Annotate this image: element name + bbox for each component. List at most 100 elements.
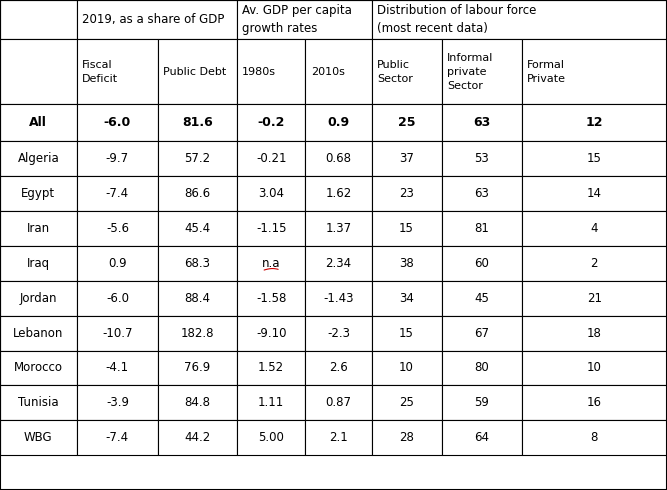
Text: 81.6: 81.6: [182, 116, 213, 129]
Bar: [442, 316, 522, 350]
Text: -0.21: -0.21: [256, 152, 286, 165]
Text: Informal
private
Sector: Informal private Sector: [447, 53, 494, 91]
Bar: [305, 39, 372, 104]
Text: 45.4: 45.4: [184, 222, 211, 235]
Bar: [372, 350, 442, 385]
Bar: [77, 176, 158, 211]
Text: 59: 59: [474, 396, 489, 409]
Text: 64: 64: [474, 431, 489, 444]
Bar: [522, 385, 667, 420]
Text: All: All: [29, 116, 47, 129]
Text: 60: 60: [474, 257, 489, 270]
Text: 2.34: 2.34: [325, 257, 352, 270]
Text: 67: 67: [474, 326, 489, 340]
Bar: [158, 211, 237, 246]
Text: Formal
Private: Formal Private: [527, 60, 566, 84]
Bar: [305, 316, 372, 350]
Text: 53: 53: [474, 152, 489, 165]
Text: 63: 63: [473, 116, 490, 129]
Bar: [442, 104, 522, 141]
Bar: [237, 281, 305, 316]
Text: Lebanon: Lebanon: [13, 326, 63, 340]
Bar: [522, 350, 667, 385]
Bar: [372, 104, 442, 141]
Bar: [158, 176, 237, 211]
Bar: [237, 39, 305, 104]
Bar: [237, 141, 305, 176]
Bar: [237, 0, 372, 39]
Bar: [372, 0, 667, 39]
Bar: [442, 385, 522, 420]
Bar: [522, 246, 667, 281]
Text: 8: 8: [590, 431, 598, 444]
Text: -2.3: -2.3: [327, 326, 350, 340]
Text: 1.52: 1.52: [258, 362, 284, 374]
Bar: [372, 420, 442, 455]
Bar: [305, 246, 372, 281]
Bar: [158, 281, 237, 316]
Text: 18: 18: [587, 326, 602, 340]
Text: -6.0: -6.0: [104, 116, 131, 129]
Bar: [158, 39, 237, 104]
Text: -10.7: -10.7: [102, 326, 133, 340]
Text: n.a: n.a: [262, 257, 280, 270]
Text: Fiscal
Deficit: Fiscal Deficit: [82, 60, 118, 84]
Bar: [0, 281, 77, 316]
Bar: [522, 141, 667, 176]
Text: 4: 4: [590, 222, 598, 235]
Text: 37: 37: [399, 152, 414, 165]
Bar: [158, 350, 237, 385]
Bar: [237, 385, 305, 420]
Text: Distribution of labour force
(most recent data): Distribution of labour force (most recen…: [377, 4, 536, 35]
Bar: [0, 0, 77, 39]
Bar: [77, 281, 158, 316]
Bar: [442, 141, 522, 176]
Bar: [372, 211, 442, 246]
Bar: [522, 39, 667, 104]
Text: Iran: Iran: [27, 222, 50, 235]
Text: -7.4: -7.4: [106, 431, 129, 444]
Bar: [522, 104, 667, 141]
Text: 2010s: 2010s: [311, 67, 345, 77]
Bar: [158, 141, 237, 176]
Bar: [77, 246, 158, 281]
Text: 15: 15: [587, 152, 602, 165]
Bar: [522, 211, 667, 246]
Text: 38: 38: [399, 257, 414, 270]
Text: -9.10: -9.10: [256, 326, 286, 340]
Bar: [77, 39, 158, 104]
Text: 1.11: 1.11: [258, 396, 284, 409]
Text: Public
Sector: Public Sector: [377, 60, 413, 84]
Bar: [0, 211, 77, 246]
Bar: [305, 104, 372, 141]
Text: 63: 63: [474, 187, 489, 200]
Text: 81: 81: [474, 222, 489, 235]
Bar: [237, 420, 305, 455]
Bar: [522, 176, 667, 211]
Text: Algeria: Algeria: [17, 152, 59, 165]
Text: 16: 16: [587, 396, 602, 409]
Bar: [77, 316, 158, 350]
Bar: [77, 420, 158, 455]
Bar: [237, 104, 305, 141]
Bar: [372, 246, 442, 281]
Text: -6.0: -6.0: [106, 292, 129, 305]
Bar: [77, 211, 158, 246]
Text: 0.68: 0.68: [325, 152, 352, 165]
Text: 0.87: 0.87: [325, 396, 352, 409]
Bar: [77, 385, 158, 420]
Bar: [77, 141, 158, 176]
Text: WBG: WBG: [24, 431, 53, 444]
Text: 14: 14: [587, 187, 602, 200]
Bar: [237, 316, 305, 350]
Bar: [237, 350, 305, 385]
Bar: [77, 350, 158, 385]
Text: Jordan: Jordan: [19, 292, 57, 305]
Text: 25: 25: [398, 116, 416, 129]
Bar: [442, 176, 522, 211]
Bar: [77, 104, 158, 141]
Bar: [158, 104, 237, 141]
Bar: [237, 211, 305, 246]
Bar: [0, 350, 77, 385]
Text: 34: 34: [399, 292, 414, 305]
